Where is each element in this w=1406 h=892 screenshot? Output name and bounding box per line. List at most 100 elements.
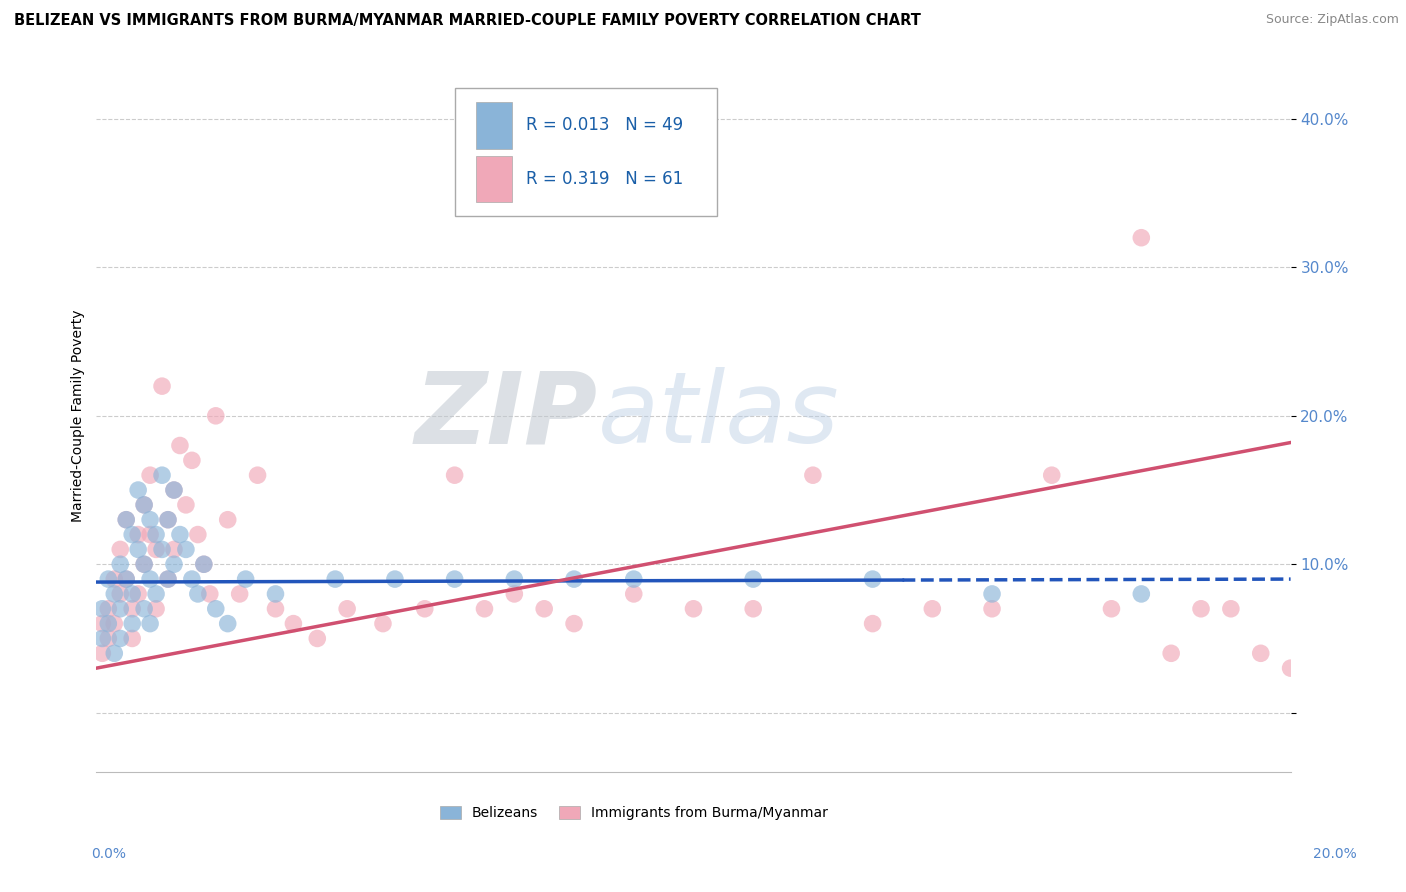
- Point: [127, 483, 149, 497]
- Point: [97, 616, 120, 631]
- Point: [801, 468, 824, 483]
- Point: [145, 587, 167, 601]
- Point: [474, 601, 496, 615]
- Point: [156, 513, 179, 527]
- Point: [217, 616, 239, 631]
- Point: [180, 453, 202, 467]
- Point: [121, 587, 143, 601]
- Point: [193, 558, 215, 572]
- Point: [91, 616, 114, 631]
- Point: [443, 572, 465, 586]
- Point: [145, 542, 167, 557]
- Point: [682, 601, 704, 615]
- Point: [150, 468, 173, 483]
- Text: Source: ZipAtlas.com: Source: ZipAtlas.com: [1265, 13, 1399, 27]
- Text: R = 0.319   N = 61: R = 0.319 N = 61: [526, 169, 683, 187]
- Point: [503, 587, 526, 601]
- Bar: [477, 156, 512, 202]
- FancyBboxPatch shape: [454, 88, 717, 217]
- Point: [139, 513, 162, 527]
- Text: atlas: atlas: [598, 368, 839, 465]
- Point: [115, 572, 138, 586]
- Point: [134, 558, 156, 572]
- Point: [156, 513, 179, 527]
- Point: [562, 616, 585, 631]
- Point: [156, 572, 179, 586]
- Point: [193, 558, 215, 572]
- Point: [163, 483, 186, 497]
- Point: [323, 572, 346, 586]
- Point: [169, 527, 191, 541]
- Point: [384, 572, 406, 586]
- Text: 20.0%: 20.0%: [1313, 847, 1357, 861]
- Legend: Belizeans, Immigrants from Burma/Myanmar: Belizeans, Immigrants from Burma/Myanmar: [434, 800, 834, 826]
- Point: [110, 558, 132, 572]
- Point: [134, 601, 156, 615]
- Point: [163, 542, 186, 557]
- Point: [1279, 661, 1302, 675]
- Point: [1130, 587, 1153, 601]
- Point: [204, 601, 226, 615]
- Point: [981, 587, 1004, 601]
- Point: [264, 587, 287, 601]
- Text: 0.0%: 0.0%: [91, 847, 127, 861]
- Point: [174, 542, 197, 557]
- Point: [97, 572, 120, 586]
- Point: [127, 542, 149, 557]
- Point: [562, 572, 585, 586]
- Point: [204, 409, 226, 423]
- Point: [127, 587, 149, 601]
- Point: [103, 646, 125, 660]
- Point: [1130, 230, 1153, 244]
- Point: [187, 587, 209, 601]
- Point: [169, 438, 191, 452]
- Point: [91, 646, 114, 660]
- Point: [97, 632, 120, 646]
- Point: [235, 572, 257, 586]
- Point: [742, 601, 765, 615]
- Text: ZIP: ZIP: [415, 368, 598, 465]
- Point: [91, 632, 114, 646]
- Point: [139, 468, 162, 483]
- Point: [921, 601, 943, 615]
- Point: [246, 468, 269, 483]
- Point: [742, 572, 765, 586]
- Point: [862, 572, 884, 586]
- Point: [134, 498, 156, 512]
- Point: [103, 587, 125, 601]
- Bar: [477, 103, 512, 149]
- Point: [163, 483, 186, 497]
- Point: [110, 587, 132, 601]
- Point: [503, 572, 526, 586]
- Point: [121, 527, 143, 541]
- Y-axis label: Married-Couple Family Poverty: Married-Couple Family Poverty: [72, 310, 86, 522]
- Point: [139, 616, 162, 631]
- Point: [134, 498, 156, 512]
- Point: [187, 527, 209, 541]
- Point: [150, 542, 173, 557]
- Point: [623, 572, 645, 586]
- Point: [264, 601, 287, 615]
- Point: [110, 632, 132, 646]
- Point: [115, 513, 138, 527]
- Point: [103, 572, 125, 586]
- Point: [1160, 646, 1182, 660]
- Point: [1189, 601, 1212, 615]
- Point: [145, 601, 167, 615]
- Point: [307, 632, 329, 646]
- Point: [139, 572, 162, 586]
- Point: [371, 616, 394, 631]
- Point: [198, 587, 221, 601]
- Point: [174, 498, 197, 512]
- Point: [127, 527, 149, 541]
- Point: [623, 587, 645, 601]
- Text: R = 0.013   N = 49: R = 0.013 N = 49: [526, 116, 683, 134]
- Point: [336, 601, 359, 615]
- Point: [121, 601, 143, 615]
- Text: BELIZEAN VS IMMIGRANTS FROM BURMA/MYANMAR MARRIED-COUPLE FAMILY POVERTY CORRELAT: BELIZEAN VS IMMIGRANTS FROM BURMA/MYANMA…: [14, 13, 921, 29]
- Point: [145, 527, 167, 541]
- Point: [533, 601, 555, 615]
- Point: [121, 632, 143, 646]
- Point: [862, 616, 884, 631]
- Point: [217, 513, 239, 527]
